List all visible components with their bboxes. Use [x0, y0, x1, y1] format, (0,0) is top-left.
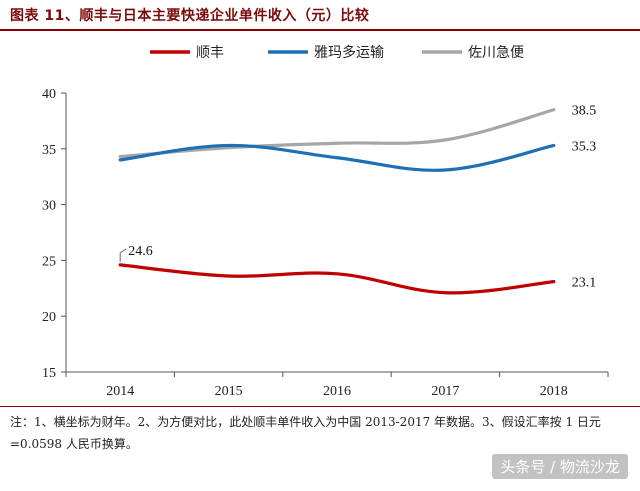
leader-line: [119, 248, 127, 262]
legend-label: 雅玛多运输: [314, 44, 384, 61]
axes: 15 20 25 30 35 40 2014 2015 2016 2017 2018: [42, 87, 609, 399]
x-tick-label: 2015: [215, 384, 243, 399]
data-label: 23.1: [572, 276, 597, 291]
series-line-0: [118, 263, 556, 295]
x-tick-label: 2017: [431, 384, 459, 399]
data-label: 38.5: [572, 104, 597, 119]
data-label: 35.3: [572, 139, 597, 154]
y-tick-label: 30: [42, 199, 56, 214]
legend: 顺丰 雅玛多运输 佐川急便: [150, 44, 524, 61]
watermark: 头条号 / 物流沙龙: [492, 454, 628, 479]
y-tick-label: 20: [42, 310, 56, 325]
chart-title: 图表 11、顺丰与日本主要快递企业单件收入（元）比较: [10, 8, 370, 24]
data-labels: 24.6 23.1 35.3 38.5: [119, 104, 597, 291]
data-label: 24.6: [128, 244, 153, 259]
y-tick-label: 35: [42, 143, 56, 158]
legend-label: 佐川急便: [468, 45, 524, 61]
y-tick-label: 15: [42, 366, 56, 381]
line-chart: 顺丰 雅玛多运输 佐川急便 15 20 25 30 35 40 2014 2015 2016 2017…: [42, 44, 609, 399]
footnote: 注：1、横坐标为财年。2、为方便对比，此处顺丰单件收入为中国 2013-2017…: [10, 415, 601, 451]
y-tick-label: 25: [42, 254, 56, 269]
title-divider: [0, 29, 640, 31]
y-tick-label: 40: [42, 87, 56, 102]
legend-label: 顺丰: [196, 45, 224, 61]
x-tick-label: 2016: [323, 384, 351, 399]
series-lines: [118, 108, 556, 295]
series-line-1: [118, 143, 556, 172]
x-tick-label: 2014: [106, 384, 134, 399]
x-tick-label: 2018: [540, 384, 568, 399]
note-divider: [0, 406, 640, 407]
